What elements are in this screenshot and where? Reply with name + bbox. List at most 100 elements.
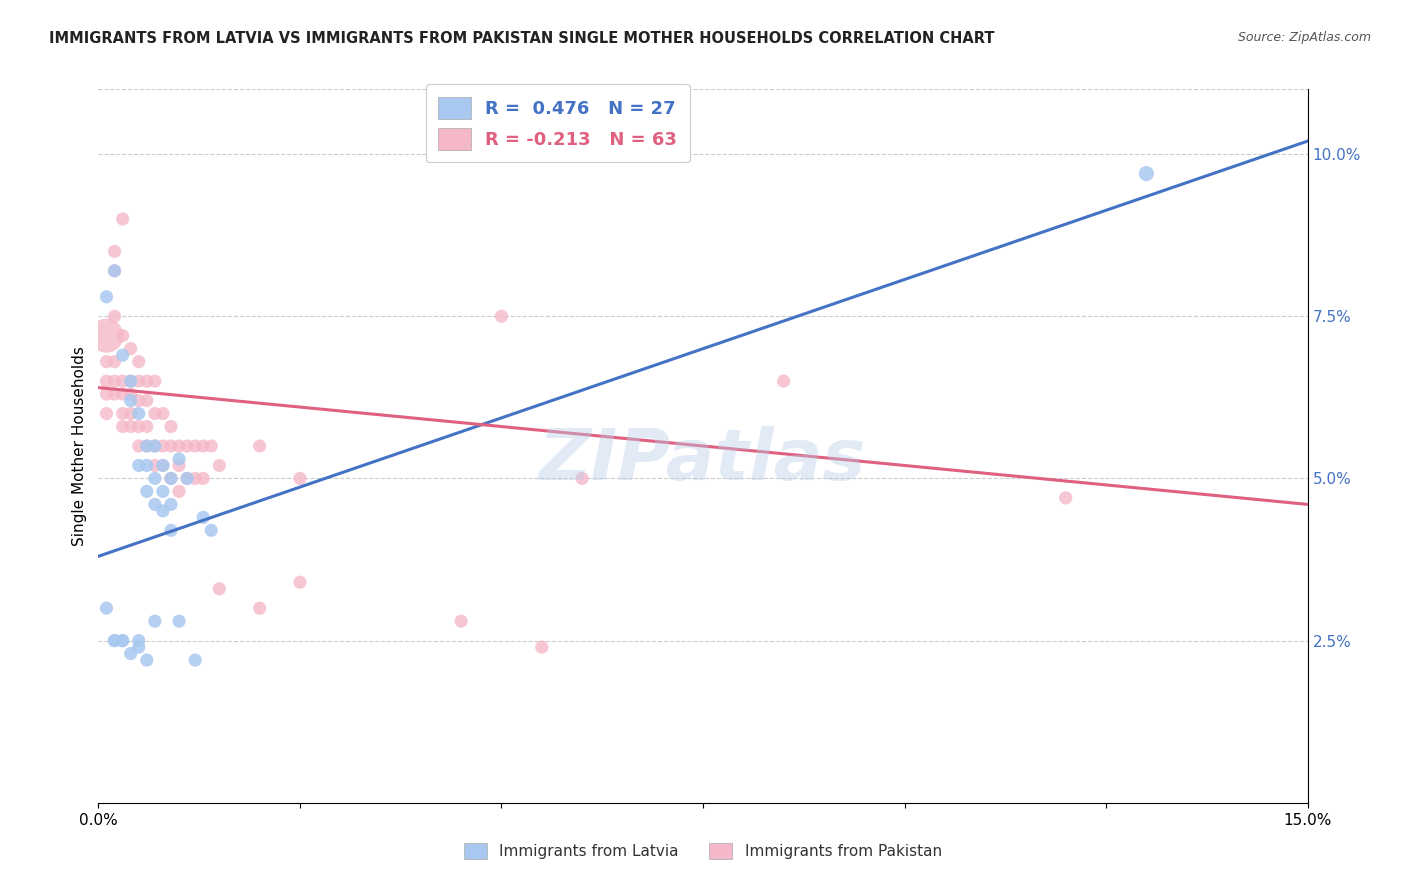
- Point: [772, 374, 794, 388]
- Point: [128, 633, 150, 648]
- Point: [96, 387, 118, 401]
- Point: [160, 419, 183, 434]
- Point: [111, 387, 134, 401]
- Point: [152, 458, 174, 473]
- Point: [167, 458, 190, 473]
- Point: [111, 348, 134, 362]
- Point: [491, 310, 513, 324]
- Point: [167, 439, 190, 453]
- Point: [176, 471, 198, 485]
- Point: [249, 439, 271, 453]
- Point: [1135, 167, 1157, 181]
- Point: [193, 439, 215, 453]
- Point: [288, 575, 311, 590]
- Point: [103, 310, 125, 324]
- Text: ZIPatlas: ZIPatlas: [540, 425, 866, 495]
- Point: [111, 374, 134, 388]
- Point: [103, 244, 125, 259]
- Point: [152, 484, 174, 499]
- Point: [135, 439, 157, 453]
- Point: [103, 387, 125, 401]
- Point: [96, 328, 118, 343]
- Point: [96, 407, 118, 421]
- Point: [200, 439, 222, 453]
- Point: [288, 471, 311, 485]
- Point: [128, 458, 150, 473]
- Point: [135, 374, 157, 388]
- Point: [128, 640, 150, 654]
- Point: [200, 524, 222, 538]
- Point: [120, 374, 142, 388]
- Point: [208, 582, 231, 596]
- Point: [152, 407, 174, 421]
- Point: [120, 419, 142, 434]
- Point: [167, 484, 190, 499]
- Point: [184, 471, 207, 485]
- Point: [111, 407, 134, 421]
- Point: [249, 601, 271, 615]
- Point: [111, 211, 134, 226]
- Point: [208, 458, 231, 473]
- Point: [530, 640, 553, 654]
- Point: [120, 342, 142, 356]
- Point: [184, 439, 207, 453]
- Point: [120, 374, 142, 388]
- Point: [128, 393, 150, 408]
- Text: IMMIGRANTS FROM LATVIA VS IMMIGRANTS FROM PAKISTAN SINGLE MOTHER HOUSEHOLDS CORR: IMMIGRANTS FROM LATVIA VS IMMIGRANTS FRO…: [49, 31, 994, 46]
- Point: [167, 452, 190, 467]
- Point: [111, 633, 134, 648]
- Point: [128, 407, 150, 421]
- Point: [143, 439, 166, 453]
- Point: [1054, 491, 1077, 505]
- Point: [143, 458, 166, 473]
- Point: [135, 484, 157, 499]
- Point: [135, 419, 157, 434]
- Point: [120, 387, 142, 401]
- Point: [167, 614, 190, 628]
- Point: [450, 614, 472, 628]
- Point: [120, 393, 142, 408]
- Point: [111, 419, 134, 434]
- Point: [135, 458, 157, 473]
- Point: [135, 439, 157, 453]
- Point: [152, 504, 174, 518]
- Point: [128, 354, 150, 368]
- Point: [193, 510, 215, 524]
- Point: [571, 471, 593, 485]
- Point: [103, 633, 125, 648]
- Point: [128, 374, 150, 388]
- Point: [103, 264, 125, 278]
- Point: [128, 419, 150, 434]
- Point: [143, 439, 166, 453]
- Point: [103, 374, 125, 388]
- Point: [120, 647, 142, 661]
- Point: [193, 471, 215, 485]
- Y-axis label: Single Mother Households: Single Mother Households: [72, 346, 87, 546]
- Point: [96, 290, 118, 304]
- Legend: Immigrants from Latvia, Immigrants from Pakistan: Immigrants from Latvia, Immigrants from …: [457, 835, 949, 866]
- Point: [176, 471, 198, 485]
- Point: [152, 439, 174, 453]
- Point: [128, 439, 150, 453]
- Point: [143, 471, 166, 485]
- Point: [160, 524, 183, 538]
- Point: [176, 439, 198, 453]
- Point: [143, 497, 166, 511]
- Point: [135, 393, 157, 408]
- Point: [143, 374, 166, 388]
- Point: [103, 264, 125, 278]
- Text: Source: ZipAtlas.com: Source: ZipAtlas.com: [1237, 31, 1371, 45]
- Point: [160, 471, 183, 485]
- Point: [143, 407, 166, 421]
- Point: [103, 633, 125, 648]
- Point: [96, 601, 118, 615]
- Point: [160, 439, 183, 453]
- Point: [96, 374, 118, 388]
- Point: [103, 354, 125, 368]
- Point: [135, 653, 157, 667]
- Point: [120, 407, 142, 421]
- Point: [184, 653, 207, 667]
- Point: [160, 497, 183, 511]
- Point: [96, 354, 118, 368]
- Point: [152, 458, 174, 473]
